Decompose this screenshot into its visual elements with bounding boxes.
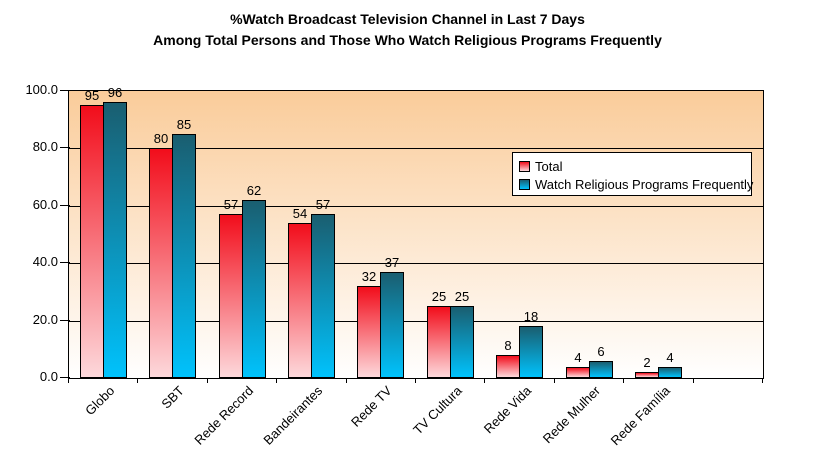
y-axis-label: 100.0 — [25, 82, 58, 97]
y-axis-tick — [60, 262, 70, 264]
value-label: 37 — [384, 255, 400, 270]
x-axis-label: Rede Mulher — [539, 383, 604, 447]
value-label: 54 — [292, 206, 308, 221]
x-axis-tick — [762, 378, 763, 383]
bar-religious-Rede Vida — [519, 326, 543, 378]
y-axis-label: 80.0 — [32, 139, 58, 155]
value-label: 32 — [361, 269, 377, 284]
bar-total-Rede Mulher — [566, 367, 590, 378]
bar-total-Globo — [80, 105, 104, 378]
gridline-80 — [69, 148, 763, 150]
x-axis-label: Rede Vida — [480, 383, 534, 437]
bar-religious-Globo — [103, 102, 127, 378]
x-axis-label: Rede Record — [191, 383, 257, 448]
value-label: 80 — [153, 131, 169, 146]
x-axis-label: Globo — [82, 383, 118, 419]
legend-item-religious: Watch Religious Programs Frequently — [519, 175, 754, 193]
x-axis-tick — [137, 378, 139, 383]
bar-religious-Rede Mulher — [589, 361, 613, 378]
y-axis-tick — [60, 147, 70, 149]
value-label: 25 — [454, 289, 470, 304]
bar-religious-Bandeirantes — [311, 214, 335, 378]
legend-swatch-total — [519, 160, 530, 172]
value-label: 96 — [107, 85, 123, 100]
x-axis-label: TV Cultura — [409, 383, 465, 438]
x-axis-tick — [553, 378, 555, 383]
legend-item-total: Total — [519, 157, 751, 175]
x-axis-tick — [484, 378, 486, 383]
value-label: 4 — [574, 350, 582, 365]
y-axis-label: 40.0 — [32, 254, 58, 270]
bar-total-Rede Família — [635, 372, 659, 378]
y-axis-label: 20.0 — [32, 311, 58, 327]
x-axis-label: Rede TV — [348, 383, 395, 430]
value-label: 6 — [597, 344, 605, 359]
gridline-60 — [69, 205, 763, 207]
y-axis-label: 0.0 — [39, 369, 58, 384]
value-label: 25 — [431, 289, 447, 304]
value-label: 95 — [84, 88, 100, 103]
bar-religious-Rede Família — [658, 367, 682, 378]
chart-title-line2: Among Total Persons and Those Who Watch … — [153, 32, 662, 48]
plot-area: 95 96 80 85 57 62 54 57 32 37 25 25 8 18 4 6 2 4 — [68, 86, 764, 379]
gridline-20 — [69, 320, 763, 322]
x-axis-tick — [206, 378, 208, 383]
bar-total-Rede Vida — [496, 355, 520, 378]
value-label: 4 — [666, 350, 674, 365]
y-axis-tick — [60, 319, 70, 321]
x-axis-tick — [345, 378, 347, 383]
y-axis-tick — [60, 90, 70, 91]
legend-label-religious: Watch Religious Programs Frequently — [535, 176, 754, 192]
x-axis-label: Bandeirantes — [260, 383, 326, 448]
value-label: 57 — [315, 197, 331, 212]
bar-religious-Rede TV — [380, 272, 404, 378]
legend: Total Watch Religious Programs Frequentl… — [512, 152, 754, 196]
bar-religious-TV Cultura — [450, 306, 474, 378]
bar-total-SBT — [149, 148, 173, 378]
chart-title: %Watch Broadcast Television Channel in L… — [0, 9, 815, 51]
x-axis-tick — [692, 378, 694, 383]
value-label: 62 — [246, 183, 262, 198]
value-label: 57 — [223, 197, 239, 212]
y-axis-tick — [60, 377, 70, 378]
value-label: 85 — [176, 117, 192, 132]
y-axis-tick — [60, 204, 70, 206]
gridline-40 — [69, 263, 763, 265]
chart-title-line1: %Watch Broadcast Television Channel in L… — [230, 11, 585, 27]
x-axis-label: Rede Família — [607, 383, 673, 449]
value-label: 8 — [504, 338, 512, 353]
bar-total-Bandeirantes — [288, 223, 312, 378]
bar-religious-Rede Record — [242, 200, 266, 378]
value-label: 2 — [643, 355, 651, 370]
x-axis-tick — [623, 378, 625, 383]
legend-label-total: Total — [535, 158, 563, 174]
x-axis-tick — [276, 378, 278, 383]
x-axis-tick — [415, 378, 416, 383]
legend-swatch-religious — [519, 178, 530, 190]
y-axis-label: 60.0 — [32, 196, 58, 212]
bar-religious-SBT — [172, 134, 196, 378]
bar-total-TV Cultura — [427, 306, 451, 378]
bar-total-Rede TV — [357, 286, 381, 378]
bar-total-Rede Record — [219, 214, 243, 378]
x-axis-label: SBT — [158, 383, 187, 412]
value-label: 18 — [523, 309, 539, 324]
x-axis-tick — [68, 378, 69, 383]
